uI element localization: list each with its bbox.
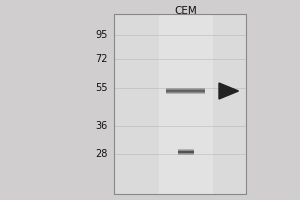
Text: 95: 95 xyxy=(96,30,108,40)
Bar xyxy=(178,151,194,152)
Bar xyxy=(167,89,206,90)
Bar xyxy=(178,152,194,153)
Bar xyxy=(167,88,206,90)
Bar xyxy=(167,91,206,92)
Bar xyxy=(114,14,246,194)
Bar xyxy=(178,154,194,155)
Bar xyxy=(178,153,194,155)
Text: 72: 72 xyxy=(95,54,108,64)
Bar xyxy=(167,91,206,92)
Bar xyxy=(178,152,194,153)
Bar xyxy=(167,93,206,94)
Bar xyxy=(178,149,194,151)
Bar xyxy=(167,90,206,92)
Bar xyxy=(167,89,206,90)
Bar xyxy=(178,149,194,150)
Bar xyxy=(159,14,213,194)
Bar xyxy=(114,126,246,127)
Bar xyxy=(167,90,206,91)
Bar xyxy=(178,153,194,154)
Text: 55: 55 xyxy=(95,83,108,93)
Text: CEM: CEM xyxy=(175,6,197,16)
Bar xyxy=(167,92,206,93)
Bar xyxy=(178,150,194,151)
Text: 28: 28 xyxy=(96,149,108,159)
Bar xyxy=(167,92,206,94)
Bar xyxy=(114,35,246,36)
Polygon shape xyxy=(219,83,239,99)
Text: 36: 36 xyxy=(96,121,108,131)
Bar xyxy=(178,151,194,152)
Bar xyxy=(167,92,206,93)
Bar xyxy=(167,93,206,94)
Bar xyxy=(114,14,246,194)
Bar xyxy=(114,59,246,60)
Bar xyxy=(167,88,206,89)
Bar xyxy=(114,88,246,89)
Bar xyxy=(114,154,246,155)
Bar xyxy=(167,88,206,89)
Bar xyxy=(167,90,206,91)
